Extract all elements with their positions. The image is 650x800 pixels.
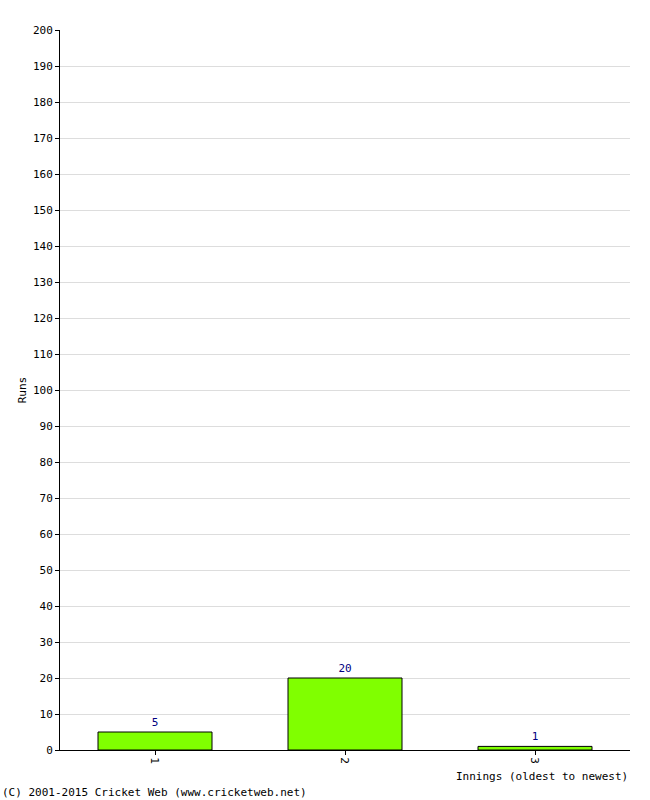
svg-text:110: 110 — [33, 348, 53, 361]
svg-text:2: 2 — [338, 757, 351, 764]
svg-text:170: 170 — [33, 132, 53, 145]
svg-text:150: 150 — [33, 204, 53, 217]
svg-text:190: 190 — [33, 60, 53, 73]
svg-text:Innings (oldest to newest): Innings (oldest to newest) — [456, 770, 628, 783]
svg-text:5: 5 — [152, 716, 159, 729]
svg-text:100: 100 — [33, 384, 53, 397]
svg-text:0: 0 — [46, 744, 53, 757]
svg-text:160: 160 — [33, 168, 53, 181]
svg-text:Runs: Runs — [16, 377, 29, 404]
svg-text:130: 130 — [33, 276, 53, 289]
svg-text:20: 20 — [338, 662, 351, 675]
svg-text:30: 30 — [40, 636, 53, 649]
svg-text:3: 3 — [528, 757, 541, 764]
svg-text:70: 70 — [40, 492, 53, 505]
svg-text:90: 90 — [40, 420, 53, 433]
svg-text:80: 80 — [40, 456, 53, 469]
svg-text:120: 120 — [33, 312, 53, 325]
svg-text:(C) 2001-2015 Cricket Web (www: (C) 2001-2015 Cricket Web (www.cricketwe… — [2, 786, 307, 799]
svg-text:140: 140 — [33, 240, 53, 253]
svg-text:200: 200 — [33, 24, 53, 37]
svg-text:60: 60 — [40, 528, 53, 541]
svg-text:40: 40 — [40, 600, 53, 613]
svg-text:10: 10 — [40, 708, 53, 721]
svg-text:1: 1 — [148, 757, 161, 764]
svg-text:1: 1 — [532, 730, 539, 743]
svg-text:50: 50 — [40, 564, 53, 577]
svg-text:180: 180 — [33, 96, 53, 109]
svg-text:20: 20 — [40, 672, 53, 685]
